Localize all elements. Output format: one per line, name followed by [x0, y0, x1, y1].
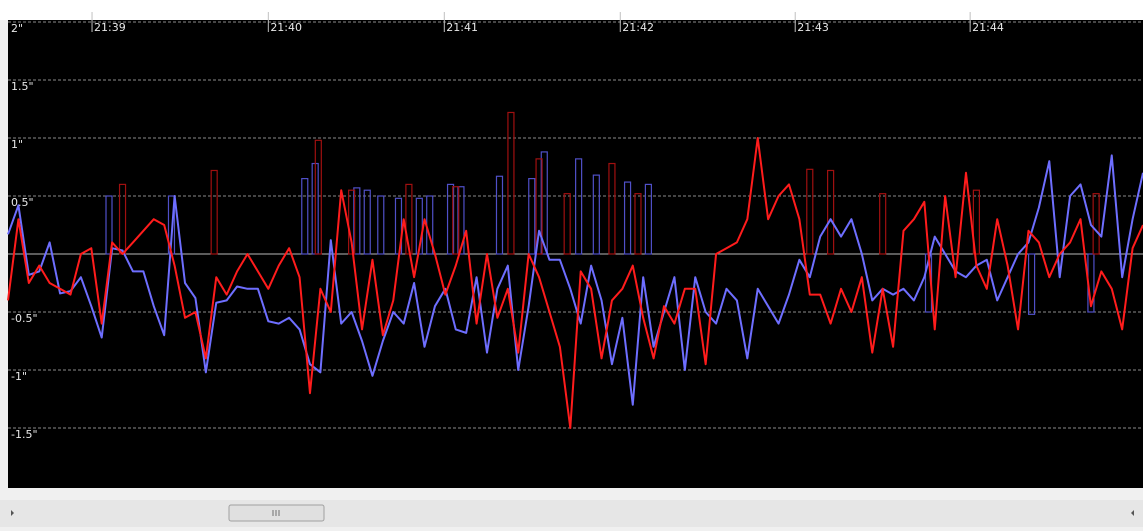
x-tick-label: 21:44 — [972, 21, 1004, 34]
correction-bar — [535, 158, 543, 255]
y-tick-label: 2" — [11, 22, 23, 35]
x-tick-label: 21:41 — [446, 21, 478, 34]
correction-bar — [348, 189, 356, 255]
scrollbar[interactable] — [0, 500, 1143, 527]
correction-bar — [608, 162, 616, 255]
correction-bar — [623, 181, 632, 255]
correction-bar — [377, 195, 385, 255]
y-tick-label: 1.5" — [11, 80, 34, 93]
correction-bar — [644, 183, 652, 255]
correction-bar — [353, 187, 361, 255]
y-tick-label: -1" — [11, 370, 27, 383]
scroll-grip — [272, 510, 280, 516]
correction-bar — [879, 193, 887, 255]
correction-bar — [972, 189, 980, 255]
correction-bar — [806, 168, 814, 255]
correction-bar — [575, 158, 583, 255]
correction-bar — [301, 178, 309, 255]
correction-bar — [314, 139, 322, 255]
y-tick-label: 0.5" — [11, 196, 34, 209]
x-tick-label: 21:39 — [94, 21, 126, 34]
correction-bar — [495, 175, 504, 255]
correction-bar — [634, 193, 642, 255]
x-tick-label: 21:42 — [622, 21, 654, 34]
correction-bar — [457, 186, 465, 255]
correction-bar — [1027, 253, 1036, 315]
scroll-track — [0, 500, 1143, 527]
correction-bar — [363, 189, 371, 255]
correction-bar — [452, 186, 460, 255]
y-tick-label: 1" — [11, 138, 23, 151]
x-tick-label: 21:43 — [797, 21, 829, 34]
correction-bar — [210, 169, 218, 255]
correction-bar — [827, 169, 835, 255]
x-tick-label: 21:40 — [270, 21, 302, 34]
correction-bar — [105, 195, 113, 255]
y-tick-label: -1.5" — [11, 428, 38, 441]
scroll-right-arrow[interactable] — [1131, 510, 1134, 516]
correction-bar — [528, 178, 536, 255]
correction-bar — [592, 174, 600, 255]
y-tick-label: -0.5" — [11, 312, 38, 325]
correction-bar — [1092, 193, 1100, 255]
time-strip — [0, 0, 1143, 20]
correction-bar — [507, 111, 515, 255]
scroll-left-arrow[interactable] — [11, 510, 14, 516]
correction-bar — [540, 151, 548, 255]
correction-bar — [405, 183, 413, 255]
error-line — [7, 137, 1143, 429]
correction-bar — [446, 183, 455, 255]
correction-bar — [563, 193, 571, 255]
